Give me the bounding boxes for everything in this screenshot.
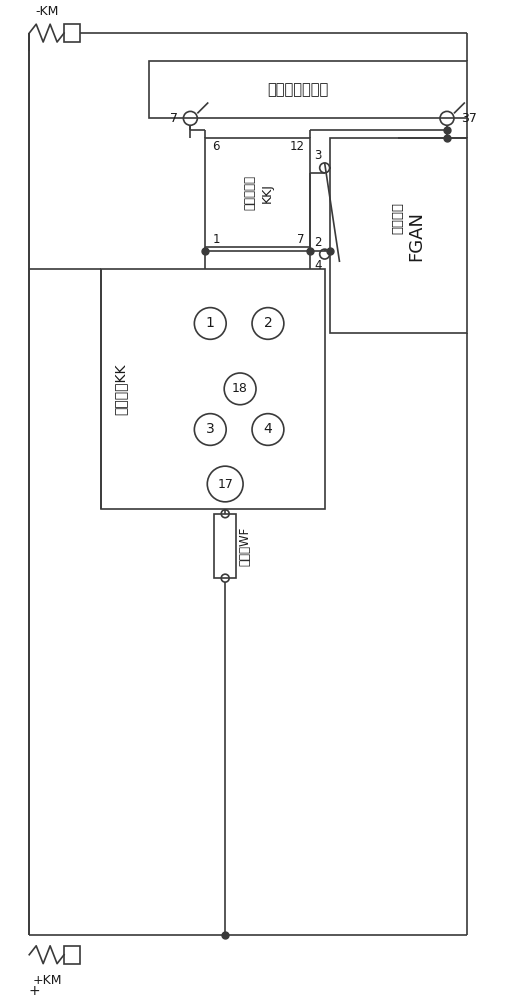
Text: 中间继电器: 中间继电器 bbox=[243, 175, 256, 210]
Text: 2: 2 bbox=[314, 236, 322, 249]
Text: +KM: +KM bbox=[33, 974, 62, 987]
Text: 3: 3 bbox=[314, 149, 322, 162]
Text: 4: 4 bbox=[314, 259, 322, 272]
Text: -KM: -KM bbox=[35, 5, 59, 18]
Text: 7: 7 bbox=[170, 112, 178, 125]
Text: 2: 2 bbox=[264, 316, 272, 330]
Text: 控制手把KK: 控制手把KK bbox=[114, 363, 128, 415]
Bar bbox=[101, 269, 325, 509]
Text: KKJ: KKJ bbox=[261, 183, 274, 203]
Text: +: + bbox=[28, 984, 40, 998]
Text: 6: 6 bbox=[212, 140, 220, 153]
Text: 3: 3 bbox=[206, 422, 214, 436]
Bar bbox=[214, 514, 236, 578]
Bar bbox=[205, 138, 310, 247]
Text: 故障信号复归板: 故障信号复归板 bbox=[267, 82, 328, 97]
Text: 1: 1 bbox=[212, 233, 220, 246]
Text: 五路板WF: 五路板WF bbox=[239, 526, 252, 566]
Text: 7: 7 bbox=[297, 233, 305, 246]
Bar bbox=[64, 946, 80, 964]
Text: 1: 1 bbox=[206, 316, 214, 330]
Text: 4: 4 bbox=[264, 422, 272, 436]
Text: 37: 37 bbox=[461, 112, 477, 125]
Bar bbox=[64, 24, 80, 42]
Text: 复归接络: 复归接络 bbox=[392, 202, 405, 234]
Bar bbox=[329, 138, 467, 333]
Text: 17: 17 bbox=[217, 478, 233, 491]
Text: 12: 12 bbox=[290, 140, 305, 153]
Text: 18: 18 bbox=[232, 382, 248, 395]
Bar bbox=[149, 61, 467, 118]
Text: FGAN: FGAN bbox=[407, 211, 425, 261]
